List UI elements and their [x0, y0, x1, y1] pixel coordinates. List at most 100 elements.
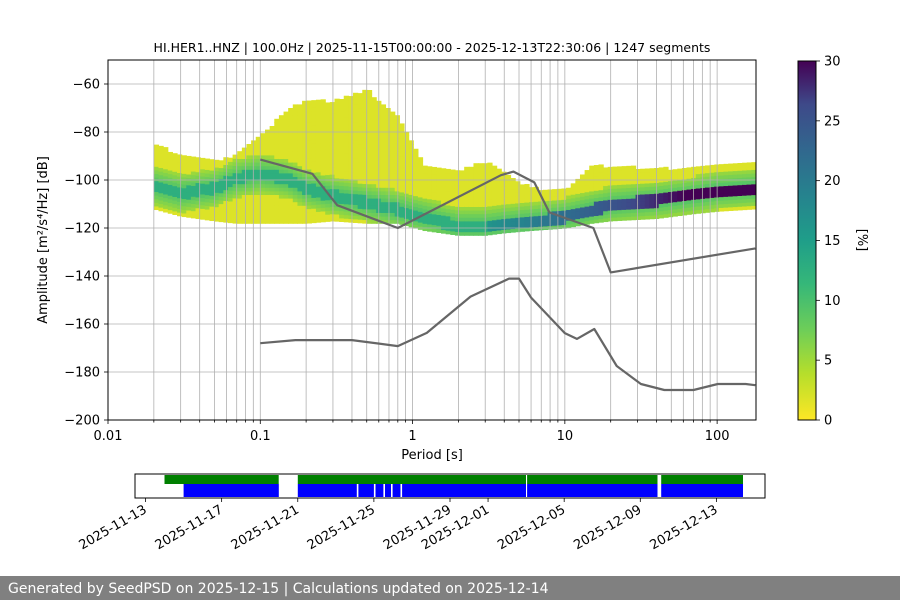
heatmap-cell: [695, 173, 702, 178]
heatmap-cell: [343, 99, 349, 104]
heatmap-cell: [251, 180, 257, 185]
heatmap-cell: [329, 152, 336, 157]
heatmap-cell: [598, 204, 604, 209]
heatmap-cell: [408, 208, 414, 213]
heatmap-cell: [510, 196, 516, 201]
heatmap-cell: [297, 205, 303, 210]
heatmap-cell: [519, 206, 525, 211]
heatmap-cell: [491, 180, 498, 185]
heatmap-cell: [223, 175, 229, 180]
heatmap-cell: [459, 228, 465, 233]
heatmap-cell: [394, 147, 400, 152]
heatmap-cell: [195, 204, 201, 209]
heatmap-cell: [366, 136, 373, 141]
heatmap-cell: [320, 207, 326, 212]
heatmap-cell: [450, 191, 456, 196]
heatmap-cell: [737, 177, 743, 182]
heatmap-cell: [255, 212, 261, 217]
heatmap-cell: [399, 213, 405, 218]
heatmap-cell: [255, 216, 261, 221]
heatmap-cell: [491, 212, 498, 217]
heatmap-cell: [612, 170, 618, 175]
heatmap-cell: [339, 160, 345, 165]
heatmap-cell: [278, 140, 285, 145]
heatmap-cell: [649, 179, 655, 184]
heatmap-cell: [431, 188, 437, 193]
heatmap-cell: [746, 202, 752, 207]
heatmap-cell: [339, 199, 345, 204]
heatmap-cell: [644, 172, 651, 177]
heatmap-cell: [362, 122, 368, 127]
heatmap-cell: [667, 209, 674, 214]
heatmap-cell: [274, 136, 280, 141]
heatmap-cell: [362, 197, 368, 203]
heatmap-cell: [417, 171, 424, 176]
heatmap-cell: [742, 162, 748, 167]
heatmap-cell: [237, 162, 243, 167]
heatmap-cell: [709, 175, 715, 180]
heatmap-cell: [209, 166, 215, 171]
heatmap-cell: [366, 194, 373, 199]
heatmap-cell: [292, 154, 299, 159]
heatmap-cell: [366, 100, 373, 105]
heatmap-cell: [612, 166, 618, 171]
heatmap-cell: [163, 172, 169, 177]
heatmap-cell: [422, 219, 428, 224]
heatmap-cell: [751, 183, 756, 188]
heatmap-cell: [394, 122, 400, 127]
heatmap-cell: [357, 96, 363, 101]
heatmap-cell: [306, 215, 312, 220]
heatmap-cell: [325, 145, 331, 150]
heatmap-cell: [677, 179, 683, 184]
heatmap-cell: [315, 214, 322, 220]
heatmap-cell: [394, 136, 400, 141]
heatmap-cell: [265, 194, 271, 199]
heatmap-cell: [362, 169, 368, 174]
heatmap-cell: [380, 104, 387, 109]
heatmap-cell: [353, 107, 359, 112]
heatmap-cell: [751, 198, 756, 203]
heatmap-cell: [251, 187, 257, 192]
heatmap-cell: [394, 165, 400, 170]
heatmap-cell: [163, 154, 169, 159]
heatmap-cell: [339, 217, 345, 222]
heatmap-cell: [278, 136, 285, 141]
heatmap-cell: [431, 170, 437, 175]
heatmap-cell: [265, 190, 271, 195]
heatmap-cell: [353, 200, 359, 205]
heatmap-cell: [519, 195, 525, 200]
colorbar-label: [%]: [854, 229, 869, 252]
heatmap-cell: [181, 198, 187, 203]
heatmap-cell: [288, 118, 294, 123]
heatmap-cell: [232, 215, 238, 221]
heatmap-cell: [153, 166, 160, 171]
heatmap-cell: [297, 219, 303, 224]
heatmap-cell: [371, 205, 377, 210]
heatmap-cell: [408, 223, 414, 228]
heatmap-cell: [454, 206, 461, 211]
heatmap-cell: [380, 183, 387, 188]
heatmap-cell: [255, 208, 261, 213]
heatmap-cell: [436, 178, 442, 183]
heatmap-cell: [153, 148, 160, 153]
heatmap-cell: [478, 166, 484, 171]
heatmap-cell: [278, 212, 285, 217]
heatmap-cell: [209, 206, 215, 211]
heatmap-cell: [677, 211, 683, 217]
heatmap-cell: [334, 199, 340, 204]
heatmap-cell: [278, 216, 285, 221]
heatmap-cell: [348, 110, 354, 115]
heatmap-cell: [302, 133, 308, 138]
heatmap-cell: [413, 148, 419, 153]
heatmap-cell: [260, 162, 266, 167]
heatmap-cell: [306, 172, 312, 177]
heatmap-cell: [705, 186, 711, 192]
heatmap-cell: [584, 191, 590, 196]
heatmap-cell: [362, 89, 368, 95]
heatmap-cell: [320, 164, 326, 169]
heatmap-cell: [329, 163, 336, 168]
heatmap-cell: [167, 202, 173, 207]
heatmap-cell: [241, 169, 248, 174]
heatmap-cell: [427, 180, 433, 185]
heatmap-cell: [325, 167, 331, 172]
